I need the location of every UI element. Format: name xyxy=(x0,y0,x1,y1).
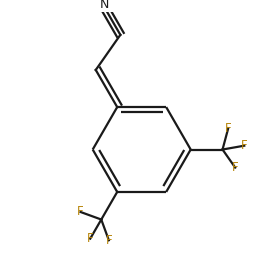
Text: F: F xyxy=(241,139,248,152)
Text: F: F xyxy=(77,205,84,219)
Text: F: F xyxy=(87,232,93,245)
Text: N: N xyxy=(100,0,109,11)
Text: F: F xyxy=(105,234,112,247)
Text: F: F xyxy=(232,161,239,174)
Text: F: F xyxy=(225,122,232,135)
